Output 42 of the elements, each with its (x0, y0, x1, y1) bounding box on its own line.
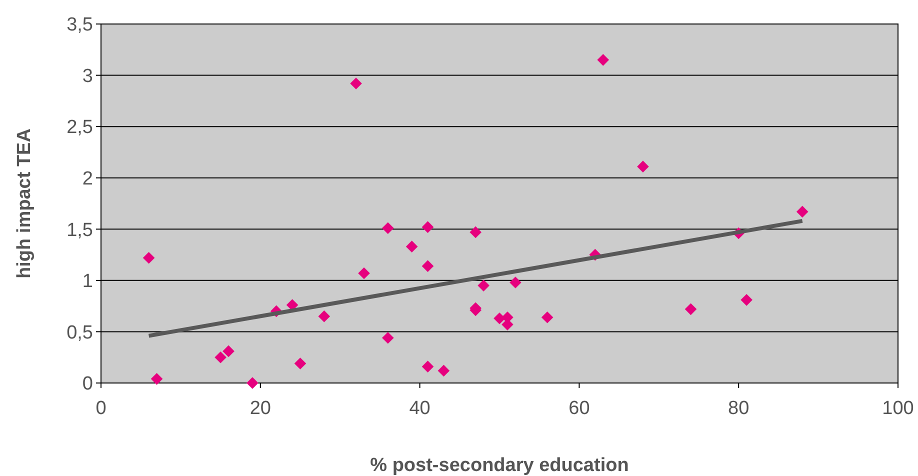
point (350, 78, 362, 90)
point (294, 358, 306, 370)
y-tick-label: 0,5 (66, 322, 93, 344)
point (541, 311, 554, 324)
point (740, 294, 752, 306)
point (358, 267, 370, 280)
y-tick-label: 3 (82, 66, 93, 87)
point (796, 206, 808, 218)
x-tick-label: 0 (96, 398, 106, 419)
point (406, 240, 418, 252)
x-tick-label: 100 (882, 398, 914, 419)
y-tick-label: 1 (82, 271, 93, 292)
x-tick-label: 80 (728, 398, 750, 419)
point (142, 252, 155, 264)
point (494, 312, 506, 324)
x-tick-label: 40 (409, 398, 430, 419)
y-tick-label: 2,5 (66, 117, 93, 138)
x-tick-label: 60 (568, 398, 590, 419)
x-tick-label: 20 (250, 398, 271, 419)
point (438, 364, 450, 377)
y-tick-label: 3,5 (66, 14, 93, 36)
point (510, 276, 522, 288)
y-axis-title: high impact TEA (14, 128, 35, 278)
x-axis-title: % post-secondary education (370, 455, 629, 476)
point (214, 351, 226, 364)
point (422, 360, 434, 373)
y-tick-label: 0 (82, 374, 93, 395)
point (222, 345, 234, 358)
point (470, 226, 482, 238)
point (597, 54, 610, 66)
point (637, 160, 649, 172)
point (684, 303, 697, 316)
point (382, 222, 394, 234)
point (422, 221, 434, 234)
point (478, 280, 490, 292)
y-tick-label: 1,5 (66, 220, 93, 241)
point (382, 332, 394, 344)
point (246, 377, 258, 389)
point (422, 260, 434, 272)
point (150, 372, 163, 385)
y-tick-label: 2 (82, 168, 93, 190)
point (318, 310, 330, 322)
